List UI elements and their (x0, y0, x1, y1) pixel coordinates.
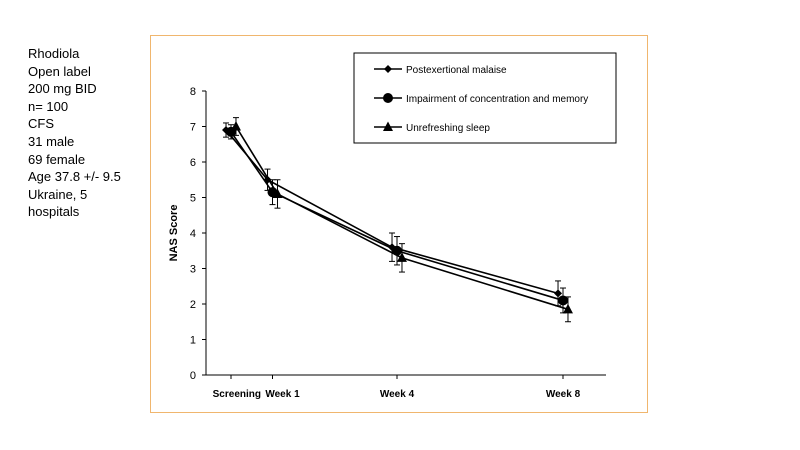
data-point (388, 243, 397, 252)
y-tick-label: 0 (190, 370, 196, 382)
data-point (558, 295, 568, 306)
legend-marker (384, 65, 392, 73)
series-line (235, 126, 569, 311)
y-tick-label: 2 (190, 299, 196, 311)
data-point (272, 188, 283, 198)
y-tick-label: 3 (190, 264, 196, 276)
x-tick-label: Week 8 (546, 389, 581, 400)
y-tick-label: 1 (190, 335, 196, 347)
note-line: Age 37.8 +/- 9.5 (28, 169, 121, 185)
y-tick-label: 8 (190, 86, 196, 98)
y-tick-label: 5 (190, 193, 196, 205)
y-tick-label: 4 (190, 228, 196, 240)
legend-label: Unrefreshing sleep (406, 123, 490, 134)
data-point (554, 289, 563, 298)
y-axis-label: NAS Score (168, 205, 180, 262)
y-tick-label: 7 (190, 122, 196, 134)
note-line: Ukraine, 5 (28, 186, 88, 202)
legend-marker (383, 121, 393, 131)
note-line: hospitals (28, 204, 80, 220)
note-line: Open label (28, 63, 91, 79)
data-point (396, 252, 407, 262)
note-line: CFS (28, 116, 54, 132)
note-line: 31 male (28, 133, 75, 149)
legend-marker (383, 93, 393, 103)
chart-frame: 0 1 2 3 4 5 6 7 8 Screening Week 1 Week 4 Week 8 NAS … (150, 35, 648, 413)
data-point (562, 303, 573, 314)
data-point (230, 121, 241, 131)
study-notes: Rhodiola Open label 200 mg BID n= 100 CF… (28, 45, 121, 221)
x-tick-label: Week 1 (265, 389, 300, 400)
note-line: 200 mg BID (28, 81, 97, 97)
note-line: n= 100 (28, 98, 69, 114)
series-line (230, 131, 564, 302)
series-line (225, 129, 559, 295)
x-tick-label: Week 4 (380, 389, 415, 400)
line-chart: 0 1 2 3 4 5 6 7 8 Screening Week 1 Week 4 Week 8 NAS … (168, 52, 617, 400)
legend-label: Impairment of concentration and memory (406, 94, 588, 105)
note-line: Rhodiola (28, 46, 80, 61)
legend-label: Postexertional malaise (406, 65, 507, 76)
note-line: 69 female (28, 151, 86, 167)
x-tick-label: Screening (213, 389, 261, 400)
y-tick-label: 6 (190, 157, 196, 169)
